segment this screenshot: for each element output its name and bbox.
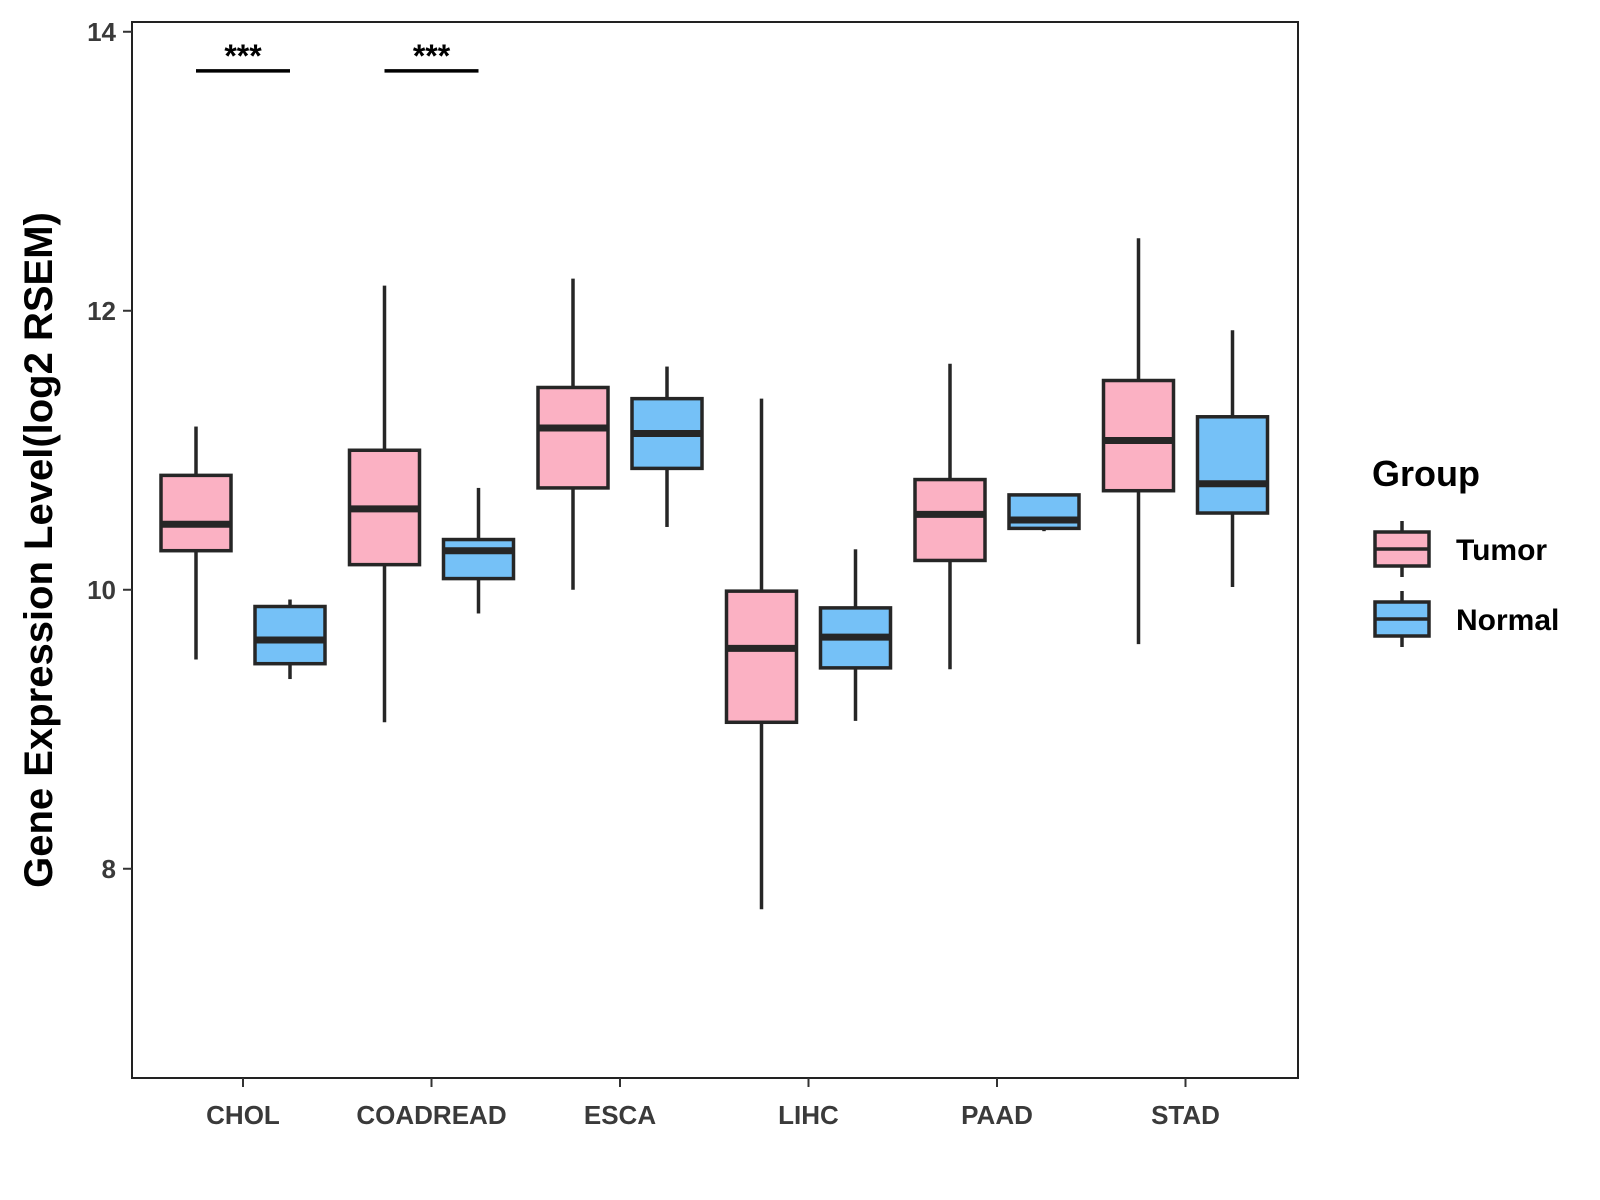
plot-area (131, 21, 1299, 1079)
legend-title: Group (1372, 453, 1480, 494)
y-axis: 8 10 12 14 (87, 17, 132, 884)
box-tumor-stad (1101, 238, 1176, 645)
legend: Group Tumor Normal (1372, 453, 1559, 647)
y-tick-label: 10 (87, 575, 116, 605)
x-tick-label: PAAD (961, 1100, 1033, 1130)
panel-border (131, 21, 1299, 1079)
x-tick-label: STAD (1151, 1100, 1220, 1130)
box-tumor-coadread (347, 285, 422, 723)
box-normal-esca (630, 366, 704, 527)
significance-label: *** (413, 38, 451, 74)
x-tick-label: LIHC (778, 1100, 839, 1130)
box-body (1101, 378, 1176, 493)
box-body (724, 589, 799, 725)
legend-entry-normal: Normal (1373, 591, 1559, 647)
box-tumor-chol (159, 426, 233, 660)
x-axis: CHOL COADREAD ESCA LIHC PAAD STAD (206, 1078, 1220, 1130)
legend-label: Tumor (1456, 534, 1547, 567)
y-tick-label: 12 (87, 296, 116, 326)
box-body (253, 604, 327, 666)
box-body (441, 537, 516, 581)
significance-label: *** (224, 38, 262, 74)
x-tick-label: ESCA (584, 1100, 656, 1130)
box-body (1195, 415, 1270, 515)
legend-label: Normal (1456, 604, 1559, 637)
x-tick-label: COADREAD (356, 1100, 506, 1130)
box-body (536, 385, 610, 490)
x-tick-label: CHOL (206, 1100, 280, 1130)
box-normal-chol (253, 599, 327, 680)
significance-annotations: *** *** (196, 38, 479, 74)
legend-entry-tumor: Tumor (1373, 521, 1547, 577)
box-tumor-paad (913, 363, 987, 670)
box-normal-coadread (441, 487, 516, 614)
y-tick-label: 8 (102, 854, 116, 884)
boxes (159, 238, 1270, 910)
box-normal-stad (1195, 330, 1270, 587)
box-tumor-esca (536, 278, 610, 590)
box-normal-paad (1007, 493, 1081, 532)
box-body (159, 473, 233, 553)
y-tick-label: 14 (87, 17, 116, 47)
box-tumor-lihc (724, 398, 799, 910)
box-body (913, 477, 987, 563)
box-normal-lihc (818, 549, 893, 721)
y-axis-title: Gene Expression Level(log2 RSEM) (17, 212, 61, 888)
